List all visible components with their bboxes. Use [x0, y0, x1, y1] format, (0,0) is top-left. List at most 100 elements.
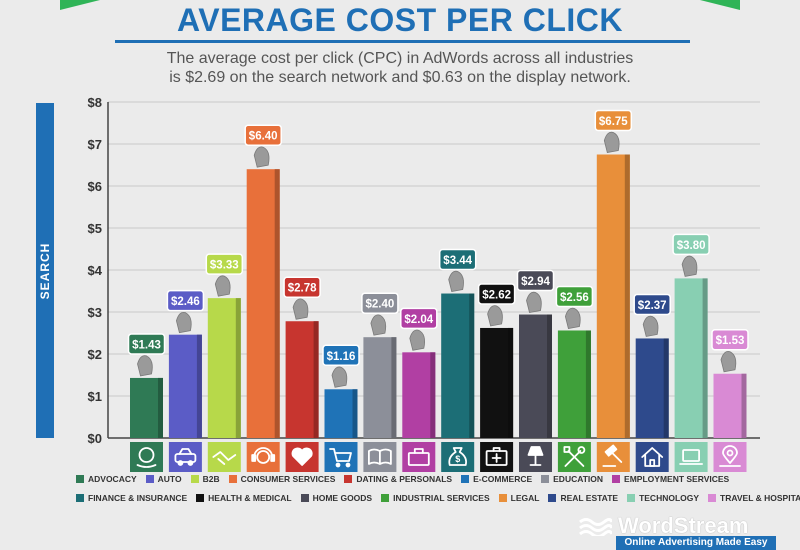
legend-label: HOME GOODS: [312, 493, 373, 503]
legend-label: INDUSTRIAL SERVICES: [393, 493, 490, 503]
pointer-hand: [331, 366, 348, 388]
legend-item: DATING & PERSONALS: [344, 474, 452, 484]
legend-item: CONSUMER SERVICES: [228, 474, 335, 484]
legend-label: LEGAL: [510, 493, 540, 503]
value-label: $2.62: [482, 289, 511, 301]
car-icon-part: [174, 453, 197, 463]
legend-swatch: [76, 475, 84, 483]
value-label-tag: [283, 276, 321, 298]
legend-swatch: [196, 494, 205, 502]
y-tick-label: $2: [88, 347, 102, 362]
briefcase-icon-glyph: [407, 448, 430, 466]
bar-shade: [235, 298, 241, 438]
legend-swatch: [461, 475, 470, 483]
map-pin-icon-part: [722, 445, 738, 464]
legend-label: REAL ESTATE: [560, 493, 619, 503]
legend-swatch: [145, 475, 154, 483]
medical-kit-icon-part: [491, 453, 502, 463]
value-label-tag: [400, 307, 438, 330]
legend-swatch: [381, 494, 390, 502]
legend-swatch: [708, 494, 717, 502]
headset-icon-part: [251, 454, 257, 462]
corner-decoration-left: [60, 0, 100, 10]
car-icon-glyph: [174, 448, 197, 466]
briefcase-icon-part: [407, 452, 430, 466]
pointer-hand: [681, 255, 698, 277]
bar-shade: [430, 352, 436, 438]
legend-label: AUTO: [157, 474, 182, 484]
legend-item: HOME GOODS: [300, 493, 373, 503]
legend-item: ADVOCACY: [76, 474, 137, 484]
legend-swatch: [300, 494, 309, 502]
value-label-tag: [672, 233, 710, 256]
pointer-hand: [487, 305, 503, 327]
lamp-icon-part: [527, 446, 544, 456]
legend-item: AUTO: [145, 474, 182, 484]
legend-label: HEALTH & MEDICAL: [208, 493, 292, 503]
globe-hand-icon-part: [136, 464, 157, 468]
heart-icon-part: [291, 447, 313, 466]
bar-shade: [508, 327, 514, 438]
y-tick-label: $1: [88, 389, 102, 404]
value-label-tag: [244, 124, 282, 146]
map-pin-icon-glyph: [719, 445, 741, 467]
legend-swatch: [228, 475, 237, 483]
y-tick-label: $8: [88, 95, 102, 110]
car-icon-part: [187, 460, 194, 466]
legend-swatch: [498, 494, 507, 502]
bar-shade: [391, 337, 397, 438]
value-label-tag: [555, 285, 594, 308]
value-label: $3.33: [210, 260, 239, 272]
value-label-tag: [477, 283, 516, 305]
pointer-hand: [564, 307, 581, 329]
car-icon: [168, 442, 202, 472]
y-tick-label: $4: [88, 263, 103, 278]
search-side-bar: [36, 103, 54, 438]
legend-item: TECHNOLOGY: [627, 493, 699, 503]
headset-icon-glyph: [251, 447, 276, 464]
legend-label: EMPLOYMENT SERVICES: [624, 474, 730, 484]
page-title: AVERAGE COST PER CLICK: [177, 2, 623, 38]
pointer-hand: [642, 315, 659, 337]
bar-shade: [158, 377, 163, 438]
legend-swatch: [548, 494, 557, 502]
value-label: $3.80: [677, 240, 706, 252]
legend-item: B2B: [190, 474, 220, 484]
bar: [674, 278, 708, 438]
legend-label: ADVOCACY: [88, 474, 137, 484]
cart-icon-part: [345, 462, 351, 468]
bar: [402, 352, 436, 438]
bar-shade: [352, 389, 358, 438]
pointer-hand: [603, 131, 620, 153]
bar-shade: [702, 278, 708, 438]
value-label: $1.43: [132, 339, 161, 351]
corner-decoration-right: [700, 0, 740, 10]
value-label: $6.40: [249, 131, 278, 143]
pointer-hand: [137, 355, 153, 377]
legend-item: HEALTH & MEDICAL: [196, 493, 292, 503]
legend-swatch: [190, 475, 199, 483]
bar: [480, 327, 514, 438]
legend-row: ADVOCACY AUTO B2B CONSUMER SERVICES DATING &…: [76, 474, 738, 484]
subtitle-line-2: is $2.69 on the search network and $0.63…: [169, 69, 631, 86]
wordstream-waves-icon: [579, 518, 612, 536]
bar: [168, 334, 202, 438]
y-tick-label: $3: [88, 305, 102, 320]
value-label: $2.40: [366, 299, 395, 311]
headset-icon-part: [270, 454, 276, 462]
value-label-tag: [361, 292, 399, 314]
bar-shade: [741, 373, 747, 438]
handshake-icon-part: [212, 451, 237, 461]
bar: [713, 373, 747, 438]
y-tick-label: $6: [88, 179, 102, 194]
bar-shade: [624, 154, 630, 438]
pointer-hand: [720, 351, 737, 373]
pointer-hand: [409, 329, 426, 351]
pointer-hand: [526, 291, 542, 313]
tools-icon-part: [577, 446, 586, 454]
legend-label: DATING & PERSONALS: [356, 474, 453, 484]
legend-item: EMPLOYMENT SERVICES: [612, 474, 729, 484]
legend-row: FINANCE & INSURANCE HEALTH & MEDICAL HOME …: [76, 493, 800, 503]
tools-icon-part: [564, 450, 585, 467]
bar: [441, 293, 475, 438]
